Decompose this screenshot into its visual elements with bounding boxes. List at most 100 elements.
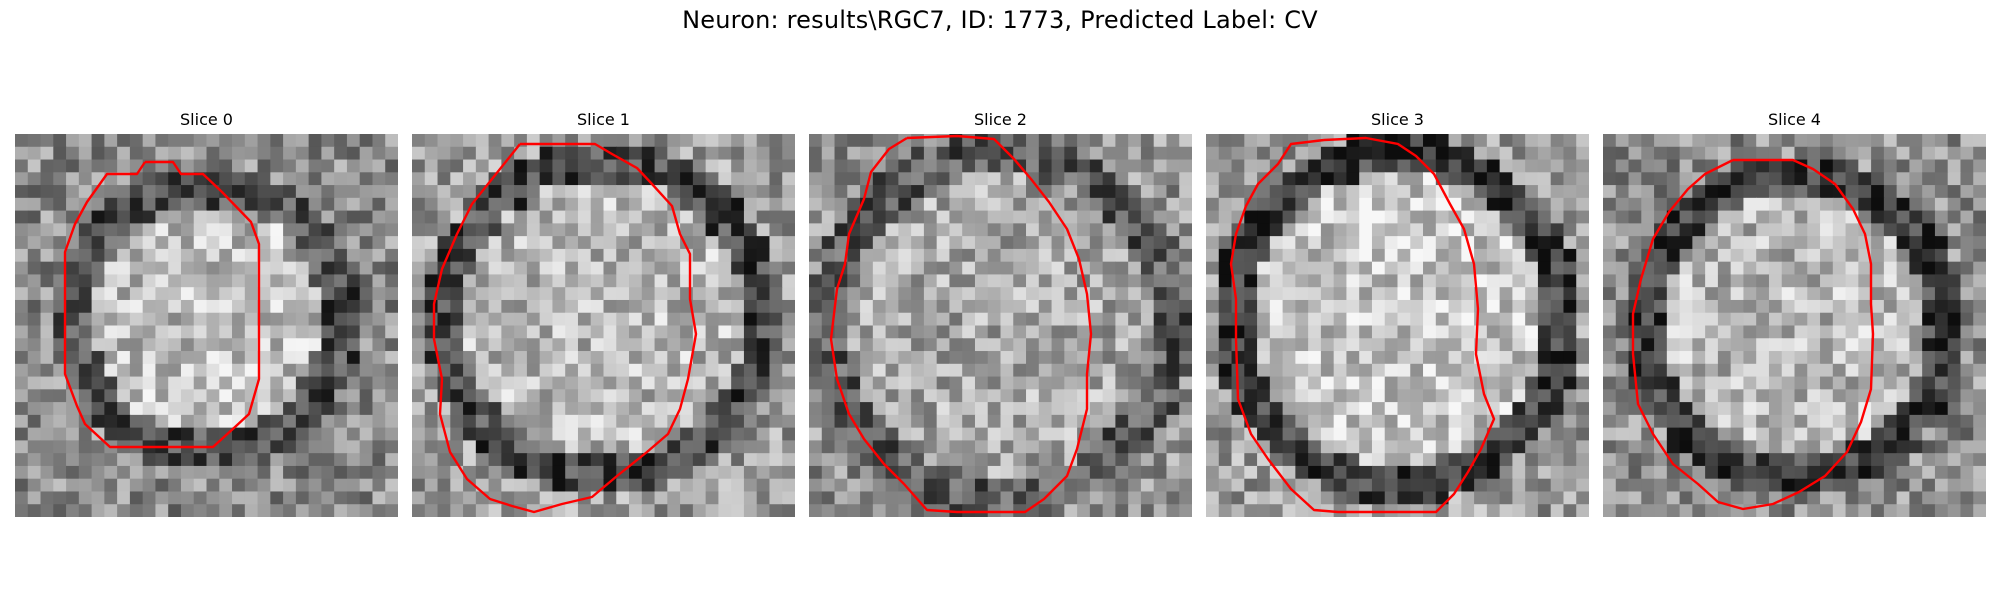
image-pixel <box>1883 197 1898 212</box>
image-pixel <box>117 427 131 441</box>
image-pixel <box>847 427 861 441</box>
image-pixel <box>1486 376 1501 390</box>
image-pixel <box>718 223 732 237</box>
image-pixel <box>1346 414 1360 429</box>
image-pixel <box>142 223 157 237</box>
image-pixel <box>1666 376 1681 390</box>
image-pixel <box>257 338 271 352</box>
image-pixel <box>565 376 579 390</box>
image-pixel <box>718 325 732 339</box>
image-pixel <box>1486 491 1501 505</box>
image-pixel <box>1486 274 1501 288</box>
image-pixel <box>1615 197 1630 212</box>
image-pixel <box>1166 287 1180 301</box>
image-pixel <box>334 414 348 429</box>
image-pixel <box>1051 146 1065 161</box>
image-pixel <box>1333 351 1348 365</box>
image-pixel <box>847 389 861 403</box>
image-pixel <box>308 325 322 339</box>
image-pixel <box>1628 414 1642 429</box>
image-pixel <box>1166 261 1180 276</box>
image-pixel <box>1692 312 1706 327</box>
image-pixel <box>1153 389 1168 403</box>
image-pixel <box>1705 389 1719 403</box>
image-pixel <box>1038 261 1053 276</box>
image-pixel <box>475 159 490 173</box>
image-pixel <box>1628 325 1642 339</box>
image-pixel <box>860 299 874 314</box>
image-pixel <box>616 274 630 288</box>
image-pixel <box>911 427 925 441</box>
image-pixel <box>1206 478 1220 493</box>
image-pixel <box>1883 440 1898 454</box>
image-pixel <box>372 389 386 403</box>
image-pixel <box>15 197 29 212</box>
image-pixel <box>1807 197 1821 212</box>
image-pixel <box>117 185 131 199</box>
image-pixel <box>1934 465 1949 480</box>
image-pixel <box>1026 376 1040 390</box>
image-pixel <box>1333 172 1348 186</box>
image-pixel <box>1410 325 1424 339</box>
image-pixel <box>1320 491 1335 505</box>
image-pixel <box>1064 491 1078 505</box>
image-pixel <box>1615 172 1630 186</box>
image-pixel <box>283 389 297 403</box>
image-pixel <box>809 146 823 161</box>
image-pixel <box>809 236 823 250</box>
image-pixel <box>577 197 592 212</box>
image-pixel <box>1257 159 1271 173</box>
image-pixel <box>1410 299 1424 314</box>
image-pixel <box>756 504 771 517</box>
image-pixel <box>1026 223 1040 237</box>
image-pixel <box>872 402 887 416</box>
image-pixel <box>1858 453 1872 467</box>
image-pixel <box>1896 172 1910 186</box>
image-pixel <box>577 185 592 199</box>
image-pixel <box>1448 274 1462 288</box>
image-pixel <box>15 491 29 505</box>
image-pixel <box>1909 197 1923 212</box>
image-pixel <box>743 338 758 352</box>
image-pixel <box>78 159 93 173</box>
image-pixel <box>949 363 963 378</box>
image-pixel <box>872 491 887 505</box>
image-pixel <box>1563 440 1577 454</box>
image-pixel <box>1206 197 1220 212</box>
image-pixel <box>1832 248 1847 263</box>
image-pixel <box>488 197 502 212</box>
image-pixel <box>1064 363 1078 378</box>
image-pixel <box>1973 299 1986 314</box>
image-pixel <box>1768 478 1783 493</box>
image-pixel <box>629 210 643 224</box>
image-pixel <box>756 402 771 416</box>
image-pixel <box>450 325 464 339</box>
image-pixel <box>270 185 284 199</box>
image-pixel <box>412 453 426 467</box>
image-pixel <box>641 261 656 276</box>
image-pixel <box>1576 185 1589 199</box>
image-pixel <box>206 363 220 378</box>
image-pixel <box>1730 210 1745 224</box>
image-pixel <box>577 402 592 416</box>
image-pixel <box>885 146 899 161</box>
image-pixel <box>1807 261 1821 276</box>
image-pixel <box>475 363 490 378</box>
image-pixel <box>53 465 67 480</box>
image-pixel <box>1013 248 1027 263</box>
image-pixel <box>552 338 566 352</box>
image-pixel <box>1768 236 1783 250</box>
image-pixel <box>526 159 541 173</box>
image-pixel <box>1768 299 1783 314</box>
image-pixel <box>142 134 157 148</box>
image-pixel <box>718 146 732 161</box>
image-pixel <box>104 389 118 403</box>
image-pixel <box>1858 363 1872 378</box>
image-pixel <box>66 414 80 429</box>
image-pixel <box>743 325 758 339</box>
image-pixel <box>1423 223 1437 237</box>
image-pixel <box>834 223 848 237</box>
image-pixel <box>1333 236 1348 250</box>
image-pixel <box>244 504 259 517</box>
image-pixel <box>616 172 630 186</box>
